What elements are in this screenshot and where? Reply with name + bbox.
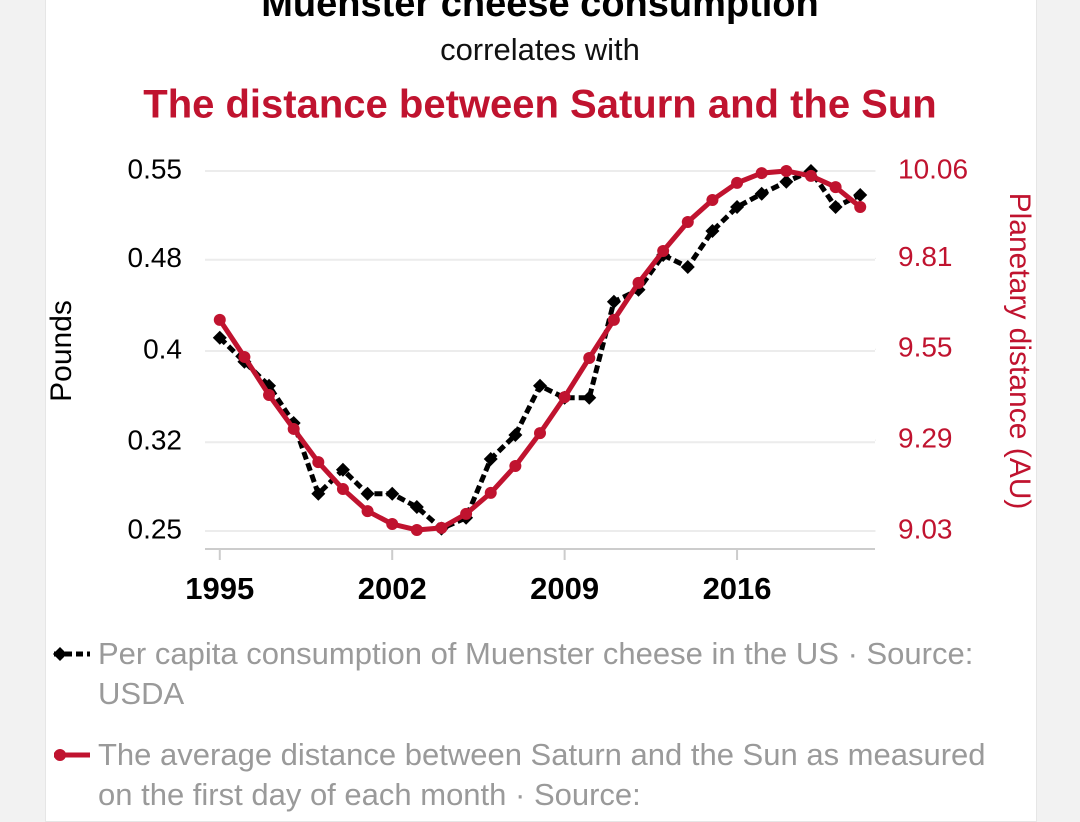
legend-swatch-2	[54, 749, 90, 761]
data-point	[483, 452, 498, 466]
data-point	[779, 174, 794, 189]
data-point	[409, 500, 424, 514]
data-point	[386, 518, 399, 531]
x-tick-label: 2009	[530, 571, 599, 606]
data-point	[853, 188, 868, 202]
data-point	[533, 378, 547, 393]
y2-tick-label: 10.06	[898, 153, 968, 184]
x-tick-label: 1995	[185, 571, 254, 606]
data-point	[287, 422, 300, 435]
data-point	[607, 313, 620, 326]
data-point	[361, 505, 374, 518]
card	[45, 0, 1037, 822]
legend-entry: Per capita consumption of Muenster chees…	[98, 636, 974, 711]
series-line	[218, 168, 862, 532]
series	[213, 165, 867, 536]
data-point	[263, 389, 276, 402]
data-point	[854, 201, 867, 213]
data-point	[706, 194, 719, 207]
y2-tick-label: 9.81	[898, 241, 953, 272]
data-point	[508, 428, 523, 442]
chart-title-2: The distance between Saturn and the Sun	[143, 83, 936, 127]
data-point	[435, 521, 448, 534]
chart-title: Muenster cheese consumption	[261, 0, 818, 25]
data-point	[829, 181, 842, 194]
data-point	[632, 276, 645, 289]
y-tick-label: 0.32	[128, 425, 183, 456]
y-tick-label: 0.48	[128, 242, 183, 273]
data-point	[558, 391, 571, 404]
data-point	[311, 486, 326, 501]
y-tick-label: 0.4	[143, 333, 182, 364]
data-point	[460, 507, 473, 520]
y-tick-label: 0.25	[128, 513, 183, 544]
series	[212, 164, 868, 536]
x-tick-label: 2016	[703, 571, 772, 606]
data-point	[213, 313, 226, 326]
chart: Muenster cheese consumption correlates w…	[45, 0, 1036, 761]
data-point	[828, 200, 843, 214]
data-point	[410, 523, 423, 536]
data-point	[360, 486, 375, 501]
y2-tick-label: 9.55	[898, 332, 953, 363]
data-point	[336, 483, 349, 496]
data-point	[755, 167, 768, 180]
legend-swatch-1	[53, 647, 90, 661]
data-point	[606, 294, 621, 309]
data-point	[484, 486, 497, 499]
data-point	[534, 427, 546, 440]
data-point	[312, 456, 325, 469]
data-point	[212, 330, 227, 345]
data-point	[730, 200, 745, 214]
y-tick-label: 0.55	[128, 153, 183, 184]
data-point	[657, 245, 670, 258]
data-point	[509, 459, 522, 472]
data-point	[804, 169, 817, 182]
chart-subtitle: correlates with	[440, 32, 640, 67]
data-point	[705, 224, 720, 238]
data-point	[583, 351, 596, 364]
data-point	[238, 350, 251, 363]
data-point	[335, 462, 350, 477]
data-point	[780, 165, 793, 177]
page: Muenster cheese consumption correlates w…	[44, 0, 1037, 822]
y2-tick-label: 9.29	[898, 423, 953, 454]
data-point	[681, 216, 694, 229]
y2-tick-label: 9.03	[898, 513, 953, 544]
x-tick-label: 2002	[358, 571, 427, 606]
data-point	[385, 486, 400, 501]
legend-entry: The average distance between Saturn and …	[98, 737, 986, 812]
y2-axis-label: Planetary distance (AU)	[1003, 193, 1036, 510]
data-point	[680, 260, 695, 274]
y-axis-label: Pounds	[45, 300, 78, 402]
data-point	[582, 390, 597, 405]
data-point	[754, 186, 769, 201]
data-point	[731, 176, 744, 189]
